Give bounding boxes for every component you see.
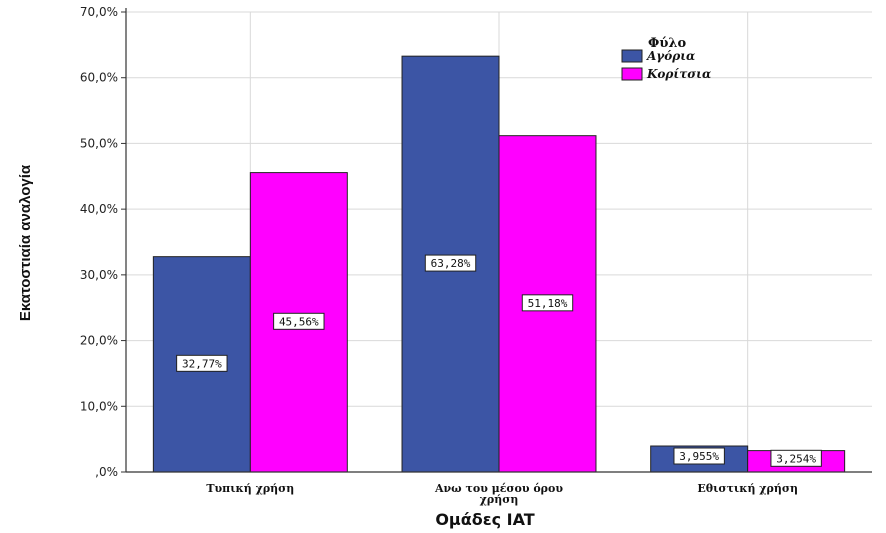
y-tick-label: 10,0% [80,399,118,413]
y-tick-label: 20,0% [80,334,118,348]
y-tick-labels: ,0% 10,0% 20,0% 30,0% 40,0% 50,0% 60,0% 70,0% [80,5,118,479]
axes [121,8,872,473]
y-tick-label: 60,0% [80,71,118,85]
data-label-box [424,254,477,272]
data-label: 3,254% [776,452,816,465]
x-tick-label: χρήση [480,493,519,506]
x-tick-label: Τυπική χρήση [206,482,294,495]
x-tick-label: Εθιστική χρήση [697,482,798,495]
y-tick-label: 40,0% [80,202,118,216]
x-axis-title: Ομάδες IAT [435,510,534,529]
y-tick-label: 50,0% [80,136,118,150]
legend-label-boys: Αγόρια [646,49,695,63]
y-tick-label: ,0% [95,465,118,479]
legend-title: Φύλο [648,36,686,51]
data-label: 63,28% [431,257,471,270]
data-label: 32,77% [182,357,222,370]
legend-items: Αγόρια Κορίτσια [621,49,711,81]
data-label-box [521,294,574,312]
data-labels: 32,77% 45,56% 63,28% 51,18% 3,955% 3,254% [176,254,822,467]
legend-label-girls: Κορίτσια [646,67,711,81]
x-tick-label: Ανω του μέσου όρου [434,482,563,495]
y-tick-label: 30,0% [80,268,118,282]
data-label: 3,955% [679,450,719,463]
data-label-box [673,447,725,465]
data-label: 51,18% [528,297,568,310]
legend: Φύλο Αγόρια Κορίτσια [621,36,711,81]
data-label: 45,56% [279,315,319,328]
legend-swatch-girls [621,67,643,81]
data-label-box [770,449,822,467]
data-label-box [176,354,228,372]
legend-swatch-boys [621,49,643,63]
y-tick-label: 70,0% [80,5,118,19]
data-label-box [273,312,325,330]
y-axis-title: Εκατοστιαία αναλογία [17,164,34,321]
